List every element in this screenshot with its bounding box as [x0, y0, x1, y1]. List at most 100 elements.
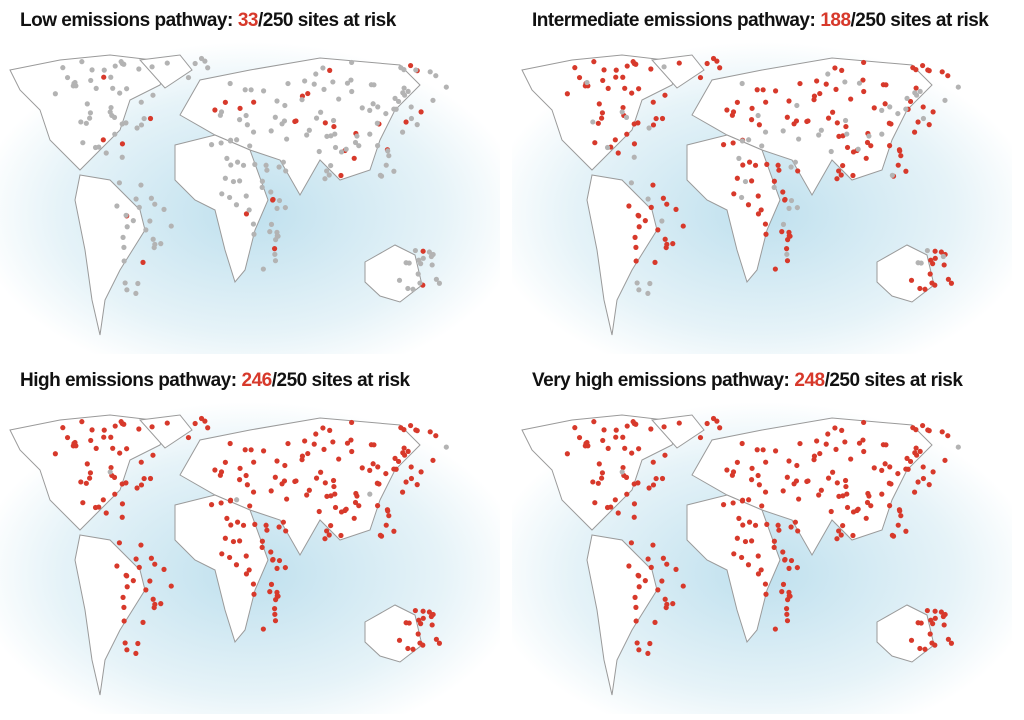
- site-at-risk: [415, 631, 421, 637]
- site-safe: [224, 155, 230, 161]
- site-at-risk: [834, 120, 840, 126]
- site-at-risk: [816, 492, 822, 498]
- site-at-risk: [797, 80, 803, 87]
- site-at-risk: [913, 67, 919, 73]
- site-at-risk: [383, 470, 389, 477]
- site-safe: [647, 280, 653, 287]
- site-at-risk: [763, 459, 769, 465]
- site-at-risk: [243, 211, 250, 217]
- site-at-risk: [945, 433, 951, 439]
- site-at-risk: [164, 420, 170, 426]
- site-safe: [443, 84, 449, 90]
- site-safe: [268, 189, 274, 195]
- site-at-risk: [119, 481, 125, 487]
- site-at-risk: [776, 167, 782, 173]
- site-safe: [377, 172, 383, 178]
- site-at-risk: [592, 140, 598, 146]
- site-at-risk: [856, 440, 863, 446]
- site-safe: [328, 162, 334, 169]
- site-at-risk: [124, 647, 130, 653]
- site-safe: [856, 80, 863, 86]
- site-at-risk: [794, 564, 800, 571]
- site-safe: [274, 205, 280, 211]
- site-at-risk: [908, 637, 915, 643]
- site-at-risk: [330, 439, 336, 445]
- site-at-risk: [600, 437, 606, 444]
- site-at-risk: [620, 434, 626, 440]
- site-safe: [101, 67, 107, 73]
- site-at-risk: [895, 470, 901, 477]
- site-safe: [233, 202, 240, 208]
- site-safe: [762, 129, 769, 135]
- site-at-risk: [748, 477, 755, 483]
- site-safe: [786, 205, 792, 211]
- site-safe: [736, 155, 742, 161]
- site-safe: [268, 221, 275, 227]
- site-at-risk: [786, 233, 792, 239]
- site-safe: [79, 59, 85, 65]
- site-at-risk: [136, 564, 142, 570]
- site-at-risk: [818, 487, 824, 493]
- site-safe: [443, 444, 449, 450]
- site-at-risk: [904, 455, 910, 461]
- site-safe: [302, 78, 308, 84]
- site-safe: [367, 107, 373, 113]
- site-at-risk: [838, 532, 844, 538]
- site-at-risk: [942, 457, 948, 463]
- site-at-risk: [433, 433, 439, 439]
- site-at-risk: [861, 88, 867, 95]
- site-safe: [306, 127, 312, 133]
- site-at-risk: [331, 483, 337, 490]
- site-at-risk: [930, 109, 936, 115]
- site-at-risk: [710, 55, 717, 62]
- site-at-risk: [754, 87, 760, 93]
- site-at-risk: [710, 415, 717, 422]
- site-at-risk: [749, 105, 755, 111]
- site-at-risk: [332, 504, 339, 511]
- site-at-risk: [758, 207, 764, 213]
- site-at-risk: [748, 117, 755, 123]
- site-safe: [133, 290, 139, 297]
- site-safe: [631, 154, 637, 160]
- site-at-risk: [414, 482, 420, 488]
- site-at-risk: [633, 604, 639, 610]
- site-safe: [348, 77, 354, 83]
- site-at-risk: [306, 487, 312, 493]
- site-at-risk: [843, 483, 849, 490]
- site-at-risk: [749, 538, 755, 544]
- site-safe: [426, 249, 432, 255]
- site-at-risk: [328, 522, 334, 529]
- site-at-risk: [108, 464, 114, 471]
- site-at-risk: [351, 155, 357, 161]
- site-at-risk: [903, 466, 909, 472]
- site-at-risk: [120, 594, 126, 600]
- panel-title: Low emissions pathway: 33/250 sites at ri…: [20, 10, 397, 31]
- site-at-risk: [629, 450, 635, 456]
- site-at-risk: [642, 218, 648, 224]
- site-safe: [391, 106, 397, 112]
- site-safe: [89, 67, 95, 73]
- site-at-risk: [103, 510, 109, 516]
- site-at-risk: [192, 420, 198, 427]
- site-at-risk: [391, 528, 397, 534]
- site-at-risk: [259, 538, 265, 544]
- site-safe: [234, 137, 240, 143]
- landmass: [179, 57, 421, 197]
- site-at-risk: [321, 446, 327, 452]
- site-at-risk: [624, 491, 630, 497]
- site-safe: [645, 290, 651, 297]
- site-safe: [349, 88, 355, 95]
- site-safe: [328, 133, 334, 139]
- site-at-risk: [850, 532, 856, 539]
- site-safe: [828, 148, 834, 155]
- site-at-risk: [116, 540, 122, 546]
- site-safe: [185, 74, 192, 81]
- site-safe: [121, 244, 127, 250]
- site-at-risk: [926, 482, 932, 488]
- site-at-risk: [887, 464, 893, 470]
- site-at-risk: [752, 522, 759, 528]
- site-at-risk: [739, 440, 745, 447]
- site-at-risk: [830, 469, 836, 475]
- site-at-risk: [914, 452, 920, 458]
- site-safe: [367, 131, 373, 137]
